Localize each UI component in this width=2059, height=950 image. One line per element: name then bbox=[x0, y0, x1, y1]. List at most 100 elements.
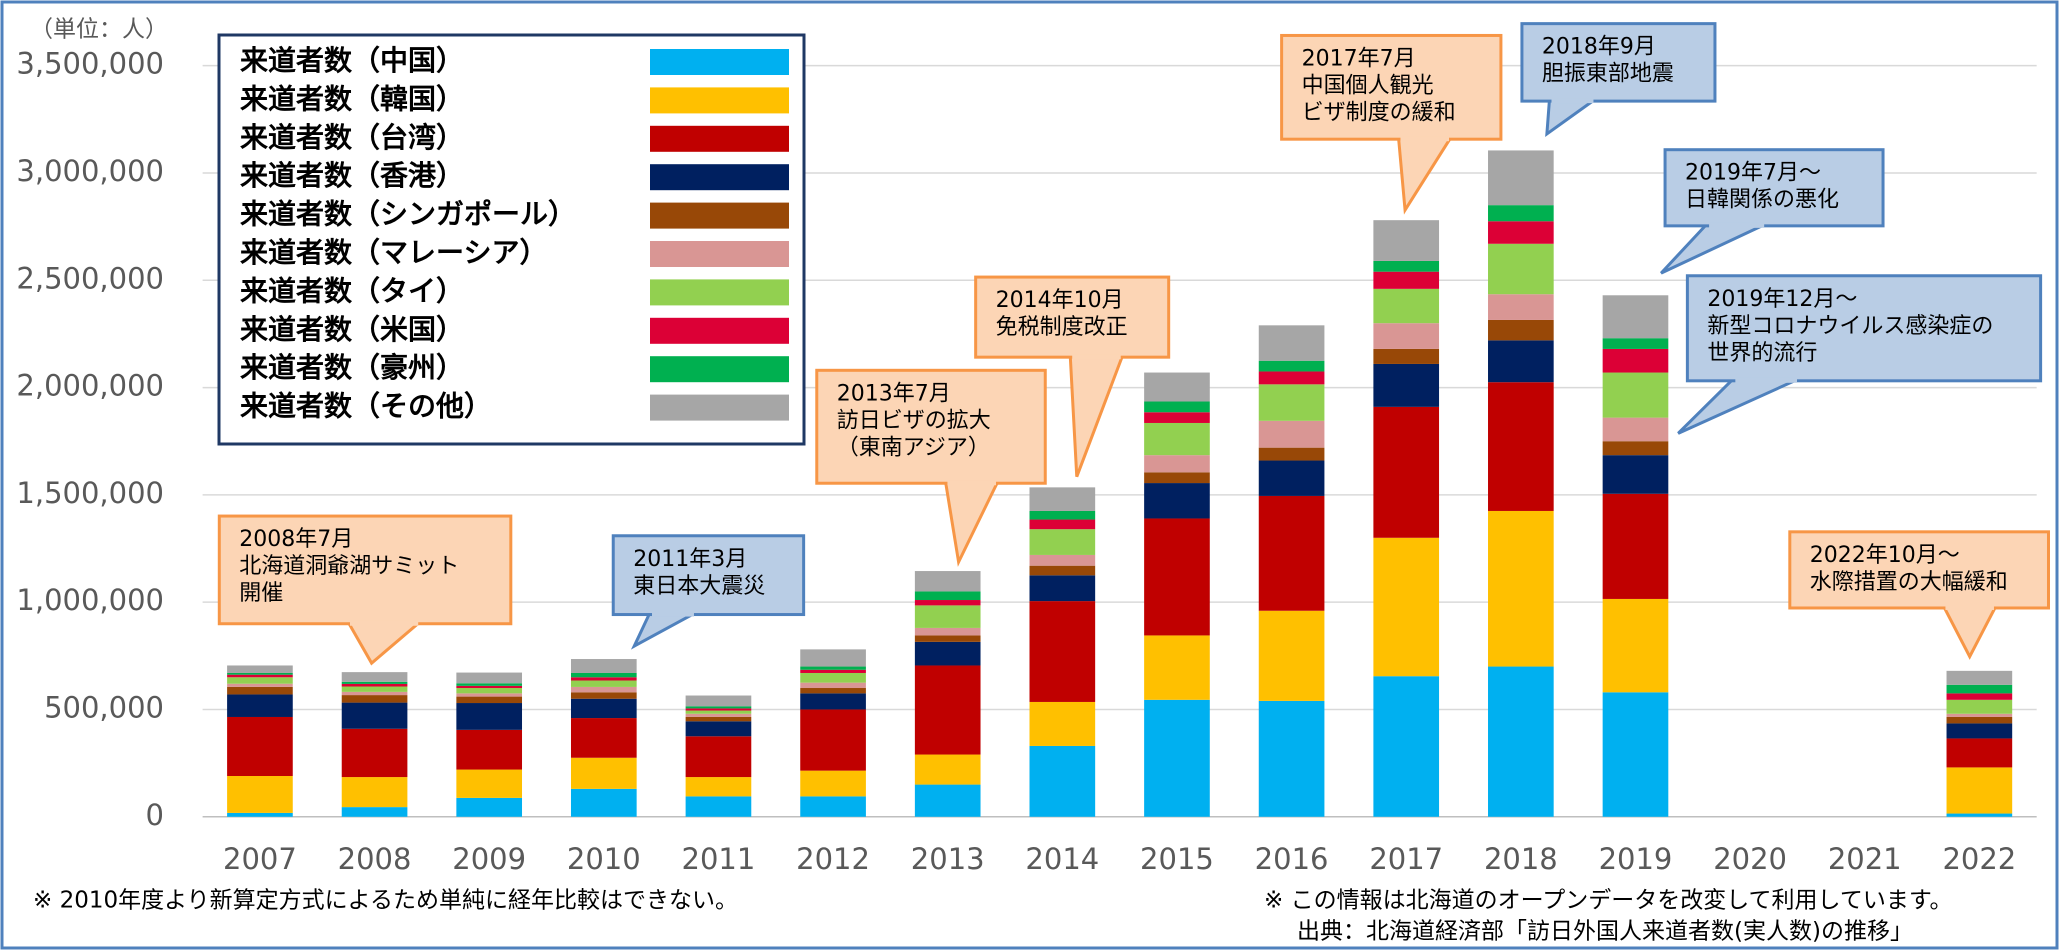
bar-segment bbox=[1602, 692, 1669, 817]
legend-swatch bbox=[650, 241, 789, 267]
bar-segment bbox=[800, 672, 866, 683]
bar-segment bbox=[570, 672, 637, 678]
bar-segment bbox=[1029, 554, 1096, 566]
callout-text: 世界的流行 bbox=[1707, 341, 1817, 366]
legend-label: 来道者数（中国） bbox=[240, 44, 464, 77]
bar-segment bbox=[1488, 221, 1554, 244]
callout-text: （東南アジア） bbox=[837, 435, 990, 460]
bar-segment bbox=[1373, 537, 1440, 677]
x-tick-label: 2013 bbox=[911, 842, 985, 876]
bar-segment bbox=[685, 777, 752, 797]
bar-segment bbox=[1602, 295, 1669, 339]
bar-segment bbox=[456, 769, 523, 798]
x-tick-label: 2020 bbox=[1713, 842, 1787, 876]
x-tick-label: 2007 bbox=[223, 842, 297, 876]
x-tick-label: 2022 bbox=[1942, 842, 2016, 876]
x-tick-label: 2009 bbox=[452, 842, 526, 876]
bar-segment bbox=[227, 812, 293, 817]
callout-joint bbox=[1551, 98, 1594, 104]
legend-swatch bbox=[650, 394, 789, 421]
callout-text: 免税制度改正 bbox=[996, 315, 1128, 340]
bar-segment bbox=[1946, 699, 2013, 714]
bar-segment bbox=[456, 683, 523, 686]
bar-segment bbox=[914, 591, 981, 601]
bar-segment bbox=[1602, 338, 1669, 349]
x-tick-label: 2021 bbox=[1828, 842, 1902, 876]
bar-segment bbox=[227, 674, 293, 678]
bar-segment bbox=[1946, 684, 2013, 694]
bar-segment bbox=[1258, 360, 1325, 372]
bar-segment bbox=[1144, 483, 1210, 519]
callout-text: 開催 bbox=[239, 581, 283, 606]
bar-segment bbox=[456, 703, 523, 730]
bar-segment bbox=[570, 757, 637, 789]
callout-text: 2017年7月 bbox=[1302, 46, 1416, 71]
bar-segment bbox=[1144, 472, 1210, 484]
bar-segment bbox=[800, 709, 866, 771]
x-tick-label: 2012 bbox=[796, 842, 870, 876]
bar-segment bbox=[914, 635, 981, 642]
bar-segment bbox=[1373, 348, 1440, 364]
callout-text: 2011年3月 bbox=[633, 547, 747, 572]
bar-segment bbox=[914, 665, 981, 755]
bar-segment bbox=[1488, 510, 1554, 667]
bar-segment bbox=[456, 685, 523, 689]
bar-segment bbox=[1488, 382, 1554, 511]
bar-segment bbox=[227, 683, 293, 687]
bar-segment bbox=[227, 686, 293, 695]
bar-segment bbox=[341, 672, 408, 682]
callout-box bbox=[974, 275, 1171, 359]
bar-segment bbox=[227, 672, 293, 675]
callout-joint bbox=[1400, 136, 1450, 142]
callout-text: 2022年10月～ bbox=[1810, 543, 1960, 568]
bar-segment bbox=[570, 718, 637, 758]
legend-swatch bbox=[650, 49, 789, 75]
callout-box bbox=[217, 514, 513, 626]
x-tick-label: 2016 bbox=[1255, 842, 1329, 876]
bar-segment bbox=[685, 716, 752, 722]
bar-segment bbox=[1946, 813, 2013, 817]
bar-segment bbox=[685, 695, 752, 707]
bar-segment bbox=[914, 627, 981, 636]
callout-text: ビザ制度の緩和 bbox=[1302, 100, 1456, 125]
x-tick-label: 2010 bbox=[567, 842, 641, 876]
bar-segment bbox=[1488, 294, 1554, 320]
callout-text: 訪日ビザの拡大 bbox=[837, 408, 991, 433]
callout-text: 日韓関係の悪化 bbox=[1685, 188, 1839, 213]
legend-swatch bbox=[650, 164, 789, 191]
callout-text: 水際措置の大幅緩和 bbox=[1810, 570, 2008, 595]
y-tick-label: 3,000,000 bbox=[16, 154, 164, 188]
callout-text: 2008年7月 bbox=[239, 527, 353, 552]
note: ※ 2010年度より新算定方式によるため単純に経年比較はできない。 bbox=[33, 888, 738, 914]
bar-segment bbox=[227, 716, 293, 776]
y-tick-label: 1,500,000 bbox=[16, 476, 164, 510]
bar-segment bbox=[1029, 701, 1096, 746]
y-tick-label: 500,000 bbox=[44, 690, 164, 724]
bar-segment bbox=[1373, 271, 1440, 289]
bar-segment bbox=[570, 686, 637, 693]
bar-segment bbox=[1488, 150, 1554, 206]
legend-label: 来道者数（シンガポール） bbox=[240, 198, 576, 231]
y-tick-label: 0 bbox=[146, 798, 164, 832]
callout-tail bbox=[1940, 604, 1999, 660]
bar-segment bbox=[570, 698, 637, 719]
bar-segment bbox=[341, 702, 408, 729]
callout-joint bbox=[652, 611, 694, 617]
callout-text: 2019年7月～ bbox=[1685, 161, 1821, 186]
bar-segment bbox=[1602, 493, 1669, 599]
bar-segment bbox=[456, 797, 523, 817]
bar-segment bbox=[1373, 260, 1440, 272]
callout-joint bbox=[1709, 222, 1765, 228]
x-tick-label: 2017 bbox=[1369, 842, 1443, 876]
bar-segment bbox=[341, 686, 408, 692]
bar-segment bbox=[456, 696, 523, 704]
bar-segment bbox=[341, 681, 408, 684]
bar-segment bbox=[1946, 723, 2013, 739]
y-tick-label: 2,500,000 bbox=[16, 261, 164, 295]
bar-segment bbox=[1488, 340, 1554, 383]
x-tick-label: 2018 bbox=[1484, 842, 1558, 876]
bar-segment bbox=[800, 796, 866, 817]
bar-segment bbox=[1144, 412, 1210, 423]
bar-segment bbox=[1258, 460, 1325, 496]
